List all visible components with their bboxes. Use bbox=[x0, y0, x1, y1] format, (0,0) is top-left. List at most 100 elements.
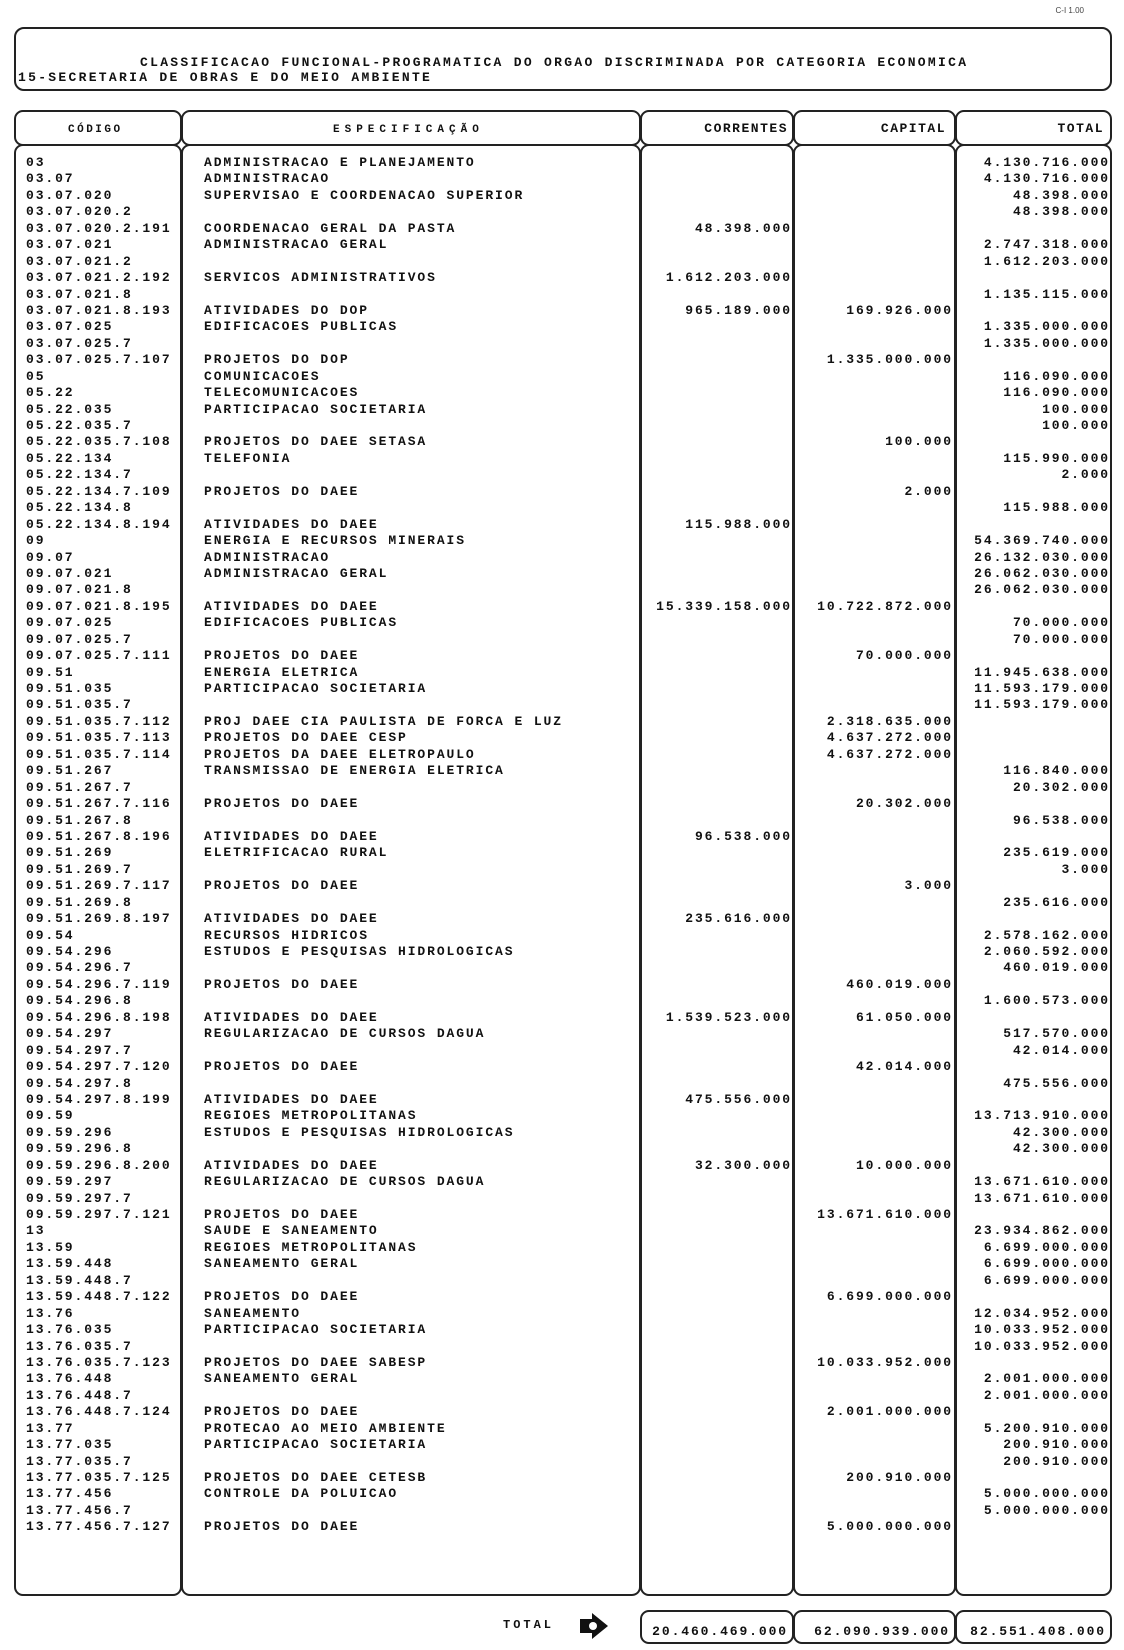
row-description: SANEAMENTO GERAL bbox=[204, 1371, 360, 1387]
table-row: 09.07.021 ADMINISTRACAO GERAL 26.062.030.0… bbox=[0, 566, 1124, 582]
row-total: 11.593.179.000 bbox=[974, 697, 1110, 713]
row-total: 10.033.952.000 bbox=[974, 1322, 1110, 1338]
row-code: 03 bbox=[26, 155, 46, 170]
row-description: PROJETOS DO DAEE bbox=[204, 483, 360, 499]
row-total: 26.062.030.000 bbox=[974, 565, 1110, 581]
column-header-codigo: CÓDIGO bbox=[68, 124, 123, 136]
row-total: 5.000.000.000 bbox=[983, 1486, 1110, 1502]
row-description: TELECOMUNICACOES bbox=[204, 385, 360, 401]
row-description: PROJETOS DO DAEE bbox=[204, 796, 360, 812]
row-code: 09.54.297.7.120 bbox=[26, 1059, 172, 1075]
row-capital: 61.050.000 bbox=[855, 1009, 953, 1025]
table-row: 05.22.035 PARTICIPACAO SOCIETARIA 100.000 bbox=[0, 402, 1124, 418]
table-row: 09.59.297.7 13.671.610.000 bbox=[0, 1191, 1124, 1207]
header-cell-correntes: CORRENTES bbox=[640, 110, 794, 146]
table-row: 09.07.025.7 70.000.000 bbox=[0, 632, 1124, 648]
row-correntes: 1.539.523.000 bbox=[665, 1009, 792, 1025]
row-code: 05.22 bbox=[26, 385, 75, 401]
column-total bbox=[955, 144, 1112, 1596]
row-total: 475.556.000 bbox=[1003, 1075, 1110, 1091]
row-description: ENERGIA ELETRICA bbox=[204, 664, 360, 680]
total-label: TOTAL bbox=[503, 1618, 555, 1632]
table-row: 05.22 TELECOMUNICACOES 116.090.000 bbox=[0, 385, 1124, 401]
row-total: 460.019.000 bbox=[1003, 960, 1110, 976]
row-description: PROJETOS DO DAEE bbox=[204, 1519, 360, 1535]
table-row: 09.54.297.8 475.556.000 bbox=[0, 1076, 1124, 1092]
table-row: 03.07 ADMINISTRACAO 4.130.716.000 bbox=[0, 171, 1124, 187]
column-header-capital: CAPITAL bbox=[880, 121, 946, 136]
row-description: ATIVIDADES DO DAEE bbox=[204, 516, 379, 532]
row-description: ATIVIDADES DO DAEE bbox=[204, 1091, 379, 1107]
row-code: 09.54.297 bbox=[26, 1026, 114, 1042]
row-description: ATIVIDADES DO DAEE bbox=[204, 1157, 379, 1173]
row-code: 13 bbox=[26, 1223, 46, 1239]
page-title: CLASSIFICACAO FUNCIONAL-PROGRAMATICA DO … bbox=[140, 55, 969, 70]
header-cell-especificacao: ESPECIFICAÇÃO bbox=[181, 110, 641, 146]
table-row: 09.54.296 ESTUDOS E PESQUISAS HIDROLOGICA… bbox=[0, 944, 1124, 960]
row-code: 03.07.025.7 bbox=[26, 335, 133, 351]
table-row: 09.07 ADMINISTRACAO 26.132.030.000 bbox=[0, 550, 1124, 566]
table-row: 09.54 RECURSOS HIDRICOS 2.578.162.000 bbox=[0, 928, 1124, 944]
row-correntes: 48.398.000 bbox=[694, 220, 792, 236]
row-code: 13.76.035 bbox=[26, 1322, 114, 1338]
table-row: 03.07.021.2 1.612.203.000 bbox=[0, 254, 1124, 270]
row-total: 116.840.000 bbox=[1003, 763, 1110, 779]
row-correntes: 32.300.000 bbox=[694, 1157, 792, 1173]
row-description: ATIVIDADES DO DAEE bbox=[204, 911, 379, 927]
row-code: 13.77.035.7 bbox=[26, 1453, 133, 1469]
table-row: 09.59.297.7.121 PROJETOS DO DAEE 13.671.61… bbox=[0, 1207, 1124, 1223]
table-row: 09.59.296.8 42.300.000 bbox=[0, 1141, 1124, 1157]
row-code: 13.59 bbox=[26, 1239, 75, 1255]
row-code: 09.51.269.8.197 bbox=[26, 911, 172, 927]
header-cell-codigo: CÓDIGO bbox=[14, 110, 182, 146]
row-code: 13.76.035.7.123 bbox=[26, 1354, 172, 1370]
row-total: 115.990.000 bbox=[1003, 450, 1110, 466]
row-capital: 100.000 bbox=[885, 434, 953, 450]
row-total: 4.130.716.000 bbox=[983, 171, 1110, 187]
row-code: 09.51.267 bbox=[26, 763, 114, 779]
row-capital: 200.910.000 bbox=[846, 1470, 953, 1485]
row-code: 09.59.296.8.200 bbox=[26, 1157, 172, 1173]
row-description: CONTROLE DA POLUICAO bbox=[204, 1486, 399, 1502]
row-capital: 4.637.272.000 bbox=[826, 730, 953, 746]
table-row: 03.07.021.8 1.135.115.000 bbox=[0, 287, 1124, 303]
table-row: 09.51.269.7.117 PROJETOS DO DAEE 3.000 bbox=[0, 878, 1124, 894]
row-code: 09.54.297.7 bbox=[26, 1042, 133, 1058]
table-row: 09.51.269.8.197 ATIVIDADES DO DAEE 235.616… bbox=[0, 911, 1124, 927]
table-row: 05.22.134.7 2.000 bbox=[0, 467, 1124, 483]
row-code: 05 bbox=[26, 368, 46, 384]
row-code: 09.07 bbox=[26, 549, 75, 565]
table-row: 09.51.267.7 20.302.000 bbox=[0, 780, 1124, 796]
table-row: 03.07.021 ADMINISTRACAO GERAL 2.747.318.00… bbox=[0, 237, 1124, 253]
row-total: 1.135.115.000 bbox=[983, 286, 1110, 302]
row-total: 100.000 bbox=[1042, 418, 1110, 433]
row-description: COMUNICACOES bbox=[204, 368, 321, 384]
row-description: ATIVIDADES DO DAEE bbox=[204, 1009, 379, 1025]
row-description: PROJETOS DO DAEE SETASA bbox=[204, 434, 428, 450]
row-description: PROJETOS DO DOP bbox=[204, 352, 350, 368]
row-code: 05.22.035 bbox=[26, 401, 114, 417]
row-total: 26.132.030.000 bbox=[974, 549, 1110, 565]
row-capital: 2.000 bbox=[904, 483, 953, 499]
row-code: 13.76.448.7 bbox=[26, 1387, 133, 1403]
row-description: ADMINISTRACAO GERAL bbox=[204, 237, 389, 253]
row-code: 09.51 bbox=[26, 664, 75, 680]
row-code: 13.77 bbox=[26, 1420, 75, 1436]
row-capital: 4.637.272.000 bbox=[826, 746, 953, 762]
table-row: 05.22.035.7 100.000 bbox=[0, 418, 1124, 434]
table-row: 09.54.297.8.199 ATIVIDADES DO DAEE 475.556… bbox=[0, 1092, 1124, 1108]
table-row: 13.77.035.7 200.910.000 bbox=[0, 1454, 1124, 1470]
row-code: 09.59 bbox=[26, 1108, 75, 1124]
row-total: 3.000 bbox=[1061, 861, 1110, 877]
table-row: 09.59.296 ESTUDOS E PESQUISAS HIDROLOGICA… bbox=[0, 1125, 1124, 1141]
row-total: 100.000 bbox=[1042, 401, 1110, 417]
row-capital: 5.000.000.000 bbox=[826, 1519, 953, 1535]
row-capital: 20.302.000 bbox=[855, 796, 953, 812]
form-reference-code: C-I 1.00 bbox=[1055, 6, 1084, 15]
row-capital: 70.000.000 bbox=[855, 648, 953, 664]
row-capital: 10.000.000 bbox=[855, 1157, 953, 1173]
row-correntes: 115.988.000 bbox=[685, 516, 792, 532]
row-total: 10.033.952.000 bbox=[974, 1338, 1110, 1354]
row-description: PROTECAO AO MEIO AMBIENTE bbox=[204, 1420, 447, 1436]
row-total: 20.302.000 bbox=[1012, 779, 1110, 795]
